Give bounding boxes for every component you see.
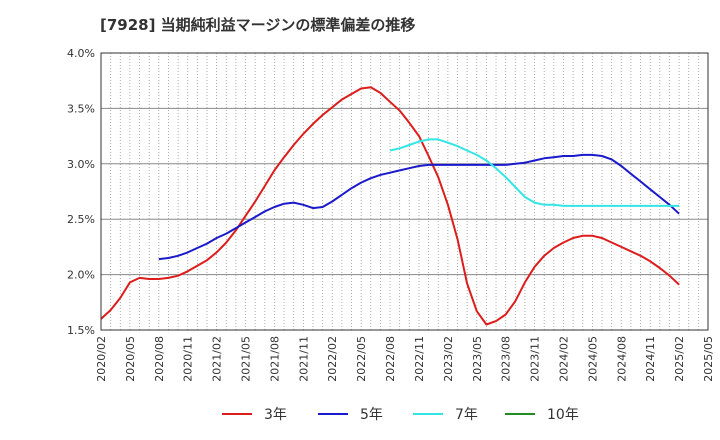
series-lines: [100, 86, 680, 326]
plot-frame: [100, 52, 709, 331]
x-tick-label: 2022/08: [384, 336, 397, 382]
legend-label: 5年: [360, 407, 383, 423]
y-tick-labels: 1.5% 2.0% 2.5% 3.0% 3.5% 4.0%: [67, 47, 95, 337]
x-tick-label: 2023/08: [500, 336, 513, 382]
x-tick-label: 2021/02: [211, 336, 224, 382]
legend-label: 10年: [547, 407, 579, 423]
legend-label: 7年: [455, 407, 478, 423]
y-tick-label: 4.0%: [67, 47, 95, 60]
x-tick-label: 2021/11: [297, 336, 310, 382]
x-tick-label: 2020/08: [153, 336, 166, 382]
plot-background: [101, 53, 708, 330]
y-tick-label: 2.5%: [67, 213, 95, 226]
x-tick-label: 2022/05: [355, 336, 368, 382]
series-line-5年: [158, 153, 680, 261]
x-tick-label: 2024/08: [615, 336, 628, 382]
series-line-3年: [100, 86, 680, 326]
series-line-7年: [389, 138, 680, 207]
gridlines: [101, 53, 708, 330]
x-tick-label: 2024/02: [557, 336, 570, 382]
x-tick-label: 2020/05: [124, 336, 137, 382]
y-tick-label: 3.5%: [67, 102, 95, 115]
y-tick-label: 3.0%: [67, 158, 95, 171]
x-tick-label: 2022/11: [413, 336, 426, 382]
chart-title: [7928] 当期純利益マージンの標準偏差の推移: [100, 16, 416, 34]
y-tick-label: 1.5%: [67, 324, 95, 337]
x-tick-label: 2020/11: [182, 336, 195, 382]
x-tick-label: 2021/08: [268, 336, 281, 382]
x-tick-label: 2020/02: [95, 336, 108, 382]
legend-label: 3年: [264, 407, 287, 423]
x-tick-label: 2025/05: [702, 336, 715, 382]
y-tick-label: 2.0%: [67, 269, 95, 282]
x-tick-label: 2023/02: [442, 336, 455, 382]
x-tick-label: 2024/11: [644, 336, 657, 382]
x-tick-label: 2024/05: [586, 336, 599, 382]
x-tick-label: 2025/02: [673, 336, 686, 382]
x-tick-label: 2023/05: [471, 336, 484, 382]
x-tick-labels: 2020/02 2020/05 2020/08 2020/11 2021/02 2021/…: [95, 336, 715, 382]
x-tick-label: 2022/02: [326, 336, 339, 382]
x-tick-label: 2023/11: [529, 336, 542, 382]
x-tick-label: 2021/05: [240, 336, 253, 382]
legend: 3年 5年 7年 10年: [222, 407, 579, 423]
